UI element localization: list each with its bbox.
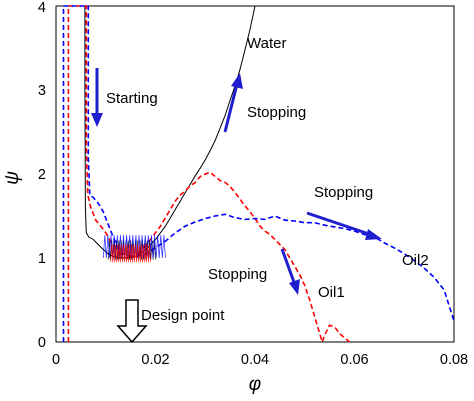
annotation-arrows [91,68,382,295]
y-tick-label: 0 [38,335,46,351]
arrow-stopping-oil1-head [289,279,300,295]
y-tick-label: 3 [38,83,46,99]
arrow-starting-head [91,113,103,127]
annotation-stopping-water: Stopping [247,104,306,121]
x-tick-label: 0.04 [241,352,269,368]
y-tick-label: 4 [38,0,46,16]
arrow-stopping-water-head [231,73,243,89]
annotation-design-point: Design point [141,307,225,324]
annotation-stopping-oil2: Stopping [314,184,373,201]
arrow-stopping-water [223,83,239,133]
y-tick-label: 1 [38,251,46,267]
series-label-oil2: Oil2 [402,252,429,269]
x-axis-ticks: 0 0.02 0.04 0.06 0.08 [52,352,468,368]
series-label-oil1: Oil1 [318,284,345,301]
arrow-stopping-oil2-head [365,229,382,240]
x-tick-label: 0 [52,352,60,368]
series-line-oil2 [62,5,455,342]
oscillation-trace [110,244,151,263]
arrow-stopping-oil2 [306,211,373,237]
oscillation-band [102,235,166,263]
y-axis-ticks: 0 1 2 3 4 [38,0,46,351]
x-axis-label: φ [249,374,261,395]
arrow-stopping-oil1 [280,248,297,286]
x-tick-label: 0.06 [340,352,368,368]
annotation-stopping-oil1: Stopping [208,266,267,283]
x-tick-label: 0.08 [440,352,468,368]
y-axis-label: ψ [2,171,23,185]
series-label-water: Water [247,35,286,52]
y-tick-label: 2 [38,167,46,183]
design-point-arrow [116,299,148,344]
series-line-water [84,5,256,259]
annotation-starting: Starting [106,90,158,107]
x-tick-label: 0.02 [141,352,169,368]
